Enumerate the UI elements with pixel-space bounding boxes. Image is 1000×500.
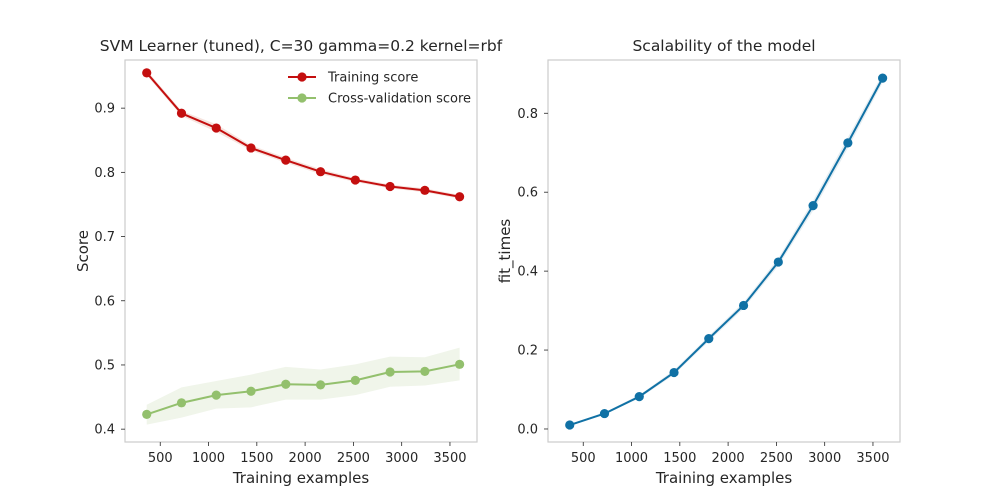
y-tick-label: 0.0 bbox=[517, 422, 538, 437]
series-1-point bbox=[350, 375, 360, 385]
series-1-point bbox=[281, 379, 291, 389]
legend-marker bbox=[297, 93, 307, 103]
x-tick-label: 1000 bbox=[615, 451, 648, 466]
legend-label: Cross-validation score bbox=[328, 92, 471, 107]
y-axis-label: Score bbox=[74, 230, 92, 272]
learning-curve-chart: 500 1000 1500 2000 2500 3000 3500 0.4 0.5 0.6 0.7 0… bbox=[74, 37, 503, 487]
x-tick-label: 3500 bbox=[433, 451, 466, 466]
series-0-point bbox=[315, 167, 326, 177]
legend: Training score Cross-validation score bbox=[288, 71, 471, 107]
chart-title: Scalability of the model bbox=[632, 37, 815, 55]
series-0-point bbox=[211, 123, 221, 133]
series-0-point bbox=[634, 392, 644, 402]
series-0-point bbox=[704, 334, 714, 344]
y-tick-label: 0.8 bbox=[517, 107, 538, 122]
series-0-point bbox=[843, 138, 853, 148]
legend-label: Training score bbox=[327, 71, 418, 86]
y-tick-label: 0.2 bbox=[517, 344, 538, 359]
series-1-point bbox=[176, 398, 187, 408]
series-0-line bbox=[568, 77, 884, 427]
series-0-point bbox=[142, 68, 152, 78]
x-axis-label: Training examples bbox=[655, 469, 793, 487]
x-axis-label: Training examples bbox=[232, 469, 370, 487]
series-0-point bbox=[385, 181, 395, 192]
plot-area bbox=[547, 59, 901, 443]
y-tick-label: 0.4 bbox=[94, 423, 115, 438]
y-axis-label: fit_times bbox=[496, 219, 515, 284]
series-0-point bbox=[878, 73, 888, 83]
series-1-point bbox=[385, 367, 395, 377]
series-0-point bbox=[246, 143, 256, 153]
series-0-point bbox=[599, 408, 610, 419]
x-tick-label: 3000 bbox=[808, 451, 841, 466]
x-tick-label: 2500 bbox=[337, 451, 370, 466]
series-1-point bbox=[420, 366, 430, 376]
x-tick-label: 1500 bbox=[240, 451, 273, 466]
series-1-point bbox=[455, 359, 465, 369]
series-0-point bbox=[565, 420, 575, 430]
y-tick-label: 0.9 bbox=[94, 102, 115, 117]
x-tick-label: 1000 bbox=[192, 451, 225, 466]
x-tick-label: 2500 bbox=[760, 451, 793, 466]
scalability-chart: 500 1000 1500 2000 2500 3000 3500 0.0 0.2 0.4 0.6 0… bbox=[496, 37, 901, 487]
series-0-point bbox=[420, 185, 430, 195]
chart-title: SVM Learner (tuned), C=30 gamma=0.2 kern… bbox=[100, 37, 503, 55]
series-1-point bbox=[246, 386, 256, 396]
x-tick-label: 2000 bbox=[712, 451, 745, 466]
series-0-point bbox=[350, 175, 360, 185]
x-tick-label: 1500 bbox=[663, 451, 696, 466]
series-1-band bbox=[146, 347, 460, 425]
series-0-point bbox=[176, 108, 187, 118]
y-tick-label: 0.7 bbox=[94, 230, 115, 245]
y-tick-label: 0.6 bbox=[94, 294, 115, 309]
legend-marker bbox=[297, 72, 307, 82]
x-tick-label: 2000 bbox=[289, 451, 322, 466]
series-0-line bbox=[145, 71, 461, 198]
series-0-point bbox=[455, 192, 465, 202]
series-0-point bbox=[669, 367, 679, 378]
x-tick-label: 500 bbox=[148, 451, 173, 466]
x-tick-label: 500 bbox=[571, 451, 596, 466]
x-tick-label: 3000 bbox=[385, 451, 418, 466]
y-tick-label: 0.6 bbox=[517, 186, 538, 201]
x-tick-label: 3500 bbox=[856, 451, 889, 466]
series-0-point bbox=[808, 201, 818, 211]
series-0-point bbox=[738, 300, 749, 311]
series-0-point bbox=[281, 155, 291, 165]
series-1-point bbox=[315, 380, 326, 390]
series-1-line bbox=[145, 363, 461, 416]
series-1-point bbox=[142, 409, 152, 419]
series-1-point bbox=[211, 390, 221, 400]
series-0-point bbox=[773, 257, 783, 267]
y-tick-label: 0.8 bbox=[94, 166, 115, 181]
y-tick-label: 0.5 bbox=[94, 358, 115, 373]
y-tick-label: 0.4 bbox=[517, 265, 538, 280]
